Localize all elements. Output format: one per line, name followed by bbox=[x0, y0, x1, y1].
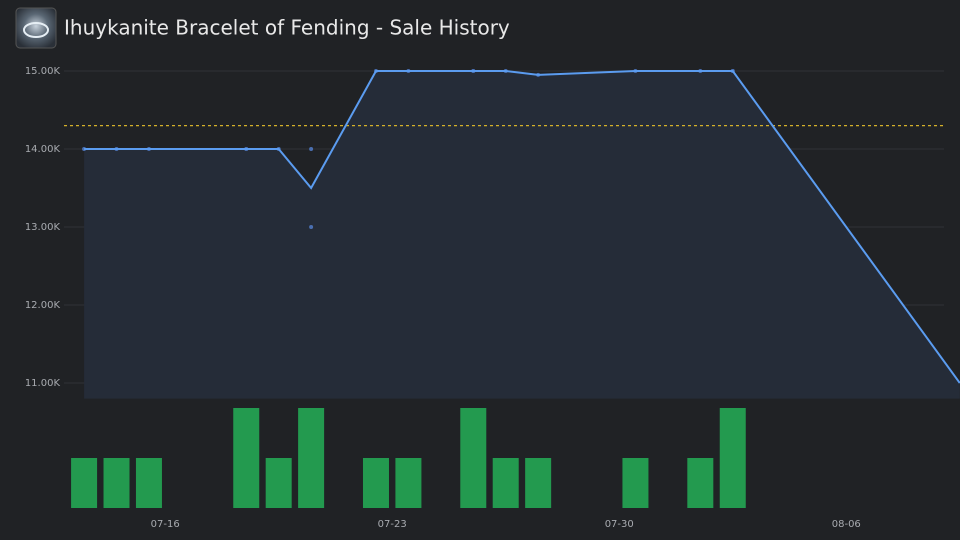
price-line bbox=[84, 70, 960, 384]
volume-bar bbox=[362, 458, 389, 508]
y-tick-label: 11.00K bbox=[25, 378, 61, 389]
volume-bar bbox=[492, 458, 519, 508]
volume-bar bbox=[265, 458, 292, 508]
x-tick-label: 07-30 bbox=[605, 519, 634, 530]
x-tick-label: 07-23 bbox=[378, 519, 407, 530]
item-icon bbox=[15, 7, 57, 49]
price-area bbox=[84, 71, 960, 399]
volume-bar bbox=[622, 458, 649, 508]
sale-dot bbox=[309, 225, 314, 229]
volume-bar bbox=[525, 458, 552, 508]
volume-bar bbox=[460, 408, 487, 508]
x-tick-label: 08-06 bbox=[832, 519, 861, 530]
y-tick-label: 13.00K bbox=[25, 222, 61, 233]
y-tick-label: 12.00K bbox=[25, 300, 61, 311]
volume-bar bbox=[233, 408, 260, 508]
volume-bar bbox=[103, 458, 130, 508]
x-tick-label: 07-16 bbox=[151, 519, 180, 530]
y-tick-label: 15.00K bbox=[25, 66, 61, 77]
page-title: Ihuykanite Bracelet of Fending - Sale Hi… bbox=[64, 16, 510, 40]
plot: 11.00K 12.00K 13.00K 14.00K 15.00K 07-16 07-23… bbox=[25, 66, 960, 530]
volume-bar bbox=[298, 408, 325, 508]
item-icon-ring bbox=[23, 22, 49, 38]
sale-dot bbox=[309, 147, 314, 151]
volume-bar bbox=[687, 458, 714, 508]
volume-bar bbox=[719, 408, 746, 508]
volume-bar bbox=[395, 458, 422, 508]
volume-bar bbox=[71, 458, 98, 508]
y-tick-label: 14.00K bbox=[25, 144, 61, 155]
volume-bar bbox=[135, 458, 162, 508]
